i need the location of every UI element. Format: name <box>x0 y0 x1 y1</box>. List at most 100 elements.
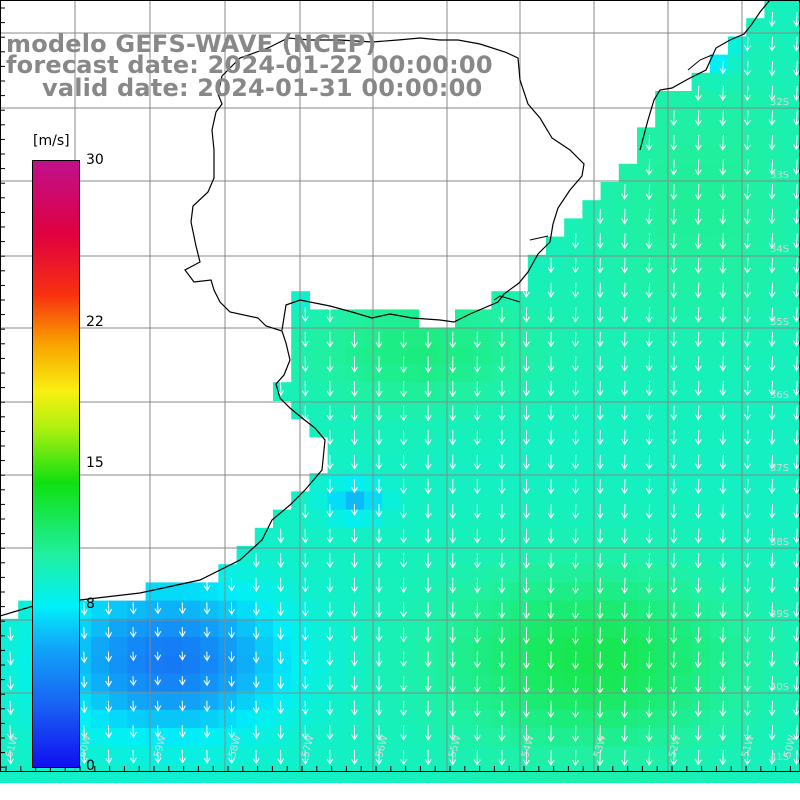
wind-cell <box>491 673 511 693</box>
latitude-label: 39S <box>770 609 789 620</box>
wind-cell <box>782 91 800 110</box>
wind-arrow <box>400 381 408 398</box>
wind-arrow <box>670 676 678 694</box>
wind-arrow <box>154 700 162 712</box>
wind-cell <box>564 673 583 693</box>
wind-arrow <box>301 331 309 348</box>
wind-arrow <box>178 676 186 686</box>
wind-arrow <box>744 454 751 470</box>
wind-arrow <box>768 626 776 643</box>
wind-cell <box>637 637 656 656</box>
wind-arrow <box>351 700 358 716</box>
wind-arrow <box>744 282 751 299</box>
wind-arrow <box>694 528 702 544</box>
wind-cell <box>327 709 347 729</box>
wind-arrow <box>793 208 800 225</box>
wind-cell <box>582 618 602 638</box>
wind-cell <box>637 728 656 747</box>
wind-cell <box>491 418 511 438</box>
wind-arrow <box>621 602 629 620</box>
wind-cell <box>127 655 147 674</box>
wind-arrow <box>7 700 14 716</box>
wind-cell <box>582 382 602 401</box>
wind-arrow <box>768 233 776 249</box>
wind-cell <box>673 291 693 310</box>
wind-arrow <box>498 503 506 520</box>
wind-cell <box>455 345 474 365</box>
wind-cell <box>473 382 492 401</box>
wind-cell <box>309 327 329 347</box>
wind-arrow <box>744 307 751 323</box>
wind-cell <box>582 673 602 693</box>
wind-arrow <box>449 749 457 766</box>
wind-cell <box>455 600 474 620</box>
wind-cell <box>473 473 492 492</box>
wind-arrow <box>7 676 14 691</box>
wind-cell <box>509 764 529 784</box>
wind-arrow <box>768 159 776 176</box>
wind-arrow <box>547 749 555 766</box>
wind-cell <box>491 764 511 784</box>
wind-cell <box>728 455 747 474</box>
wind-arrow <box>424 380 432 398</box>
wind-cell <box>600 418 620 438</box>
wind-arrow <box>793 577 800 593</box>
wind-cell <box>546 418 565 438</box>
wind-cell <box>673 91 693 110</box>
wind-arrow <box>547 725 555 743</box>
wind-cell <box>728 327 747 347</box>
wind-cell <box>491 637 511 656</box>
wind-arrow <box>547 282 555 298</box>
wind-arrow <box>522 626 530 645</box>
wind-arrow <box>80 602 88 616</box>
wind-arrow <box>522 331 530 348</box>
wind-cell <box>764 709 784 729</box>
colorbar-tick-label: 22 <box>86 313 104 330</box>
wind-cell <box>709 764 729 784</box>
wind-cell <box>564 509 583 529</box>
wind-cell <box>618 200 638 219</box>
wind-arrow <box>375 356 383 373</box>
wind-arrow <box>498 700 506 718</box>
wind-cell <box>218 655 238 674</box>
wind-cell <box>618 418 638 438</box>
wind-cell <box>637 655 656 674</box>
wind-cell <box>345 546 365 565</box>
wind-cell <box>218 600 238 620</box>
wind-arrow <box>645 602 653 620</box>
wind-cell <box>509 618 529 638</box>
wind-cell <box>273 728 292 747</box>
wind-cell <box>163 691 183 711</box>
wind-cell <box>655 200 674 219</box>
wind-cell <box>673 254 693 274</box>
wind-arrow <box>572 528 579 544</box>
wind-cell <box>455 673 474 693</box>
wind-cell <box>673 637 693 656</box>
wind-arrow <box>80 749 88 765</box>
wind-arrow <box>768 430 776 446</box>
wind-cell <box>782 182 800 201</box>
wind-cell <box>709 54 729 74</box>
wind-cell <box>655 236 674 256</box>
wind-arrow <box>744 61 751 77</box>
wind-cell <box>746 746 765 765</box>
wind-cell <box>254 564 274 583</box>
wind-arrow <box>621 405 629 421</box>
wind-arrow <box>129 749 137 764</box>
wind-cell <box>527 546 547 565</box>
wind-arrow <box>596 700 604 719</box>
wind-arrow <box>793 356 800 372</box>
wind-cell <box>436 582 456 602</box>
wind-arrow <box>621 208 629 225</box>
wind-arrow <box>645 134 653 151</box>
wind-cell <box>673 509 693 529</box>
wind-cell <box>473 327 492 347</box>
wind-cell <box>309 473 329 492</box>
wind-arrow <box>424 331 432 349</box>
wind-cell <box>637 673 656 693</box>
wind-cell <box>382 509 401 529</box>
wind-arrow <box>572 307 579 323</box>
wind-arrow <box>645 356 653 372</box>
wind-arrow <box>572 651 579 670</box>
wind-cell <box>345 746 365 765</box>
